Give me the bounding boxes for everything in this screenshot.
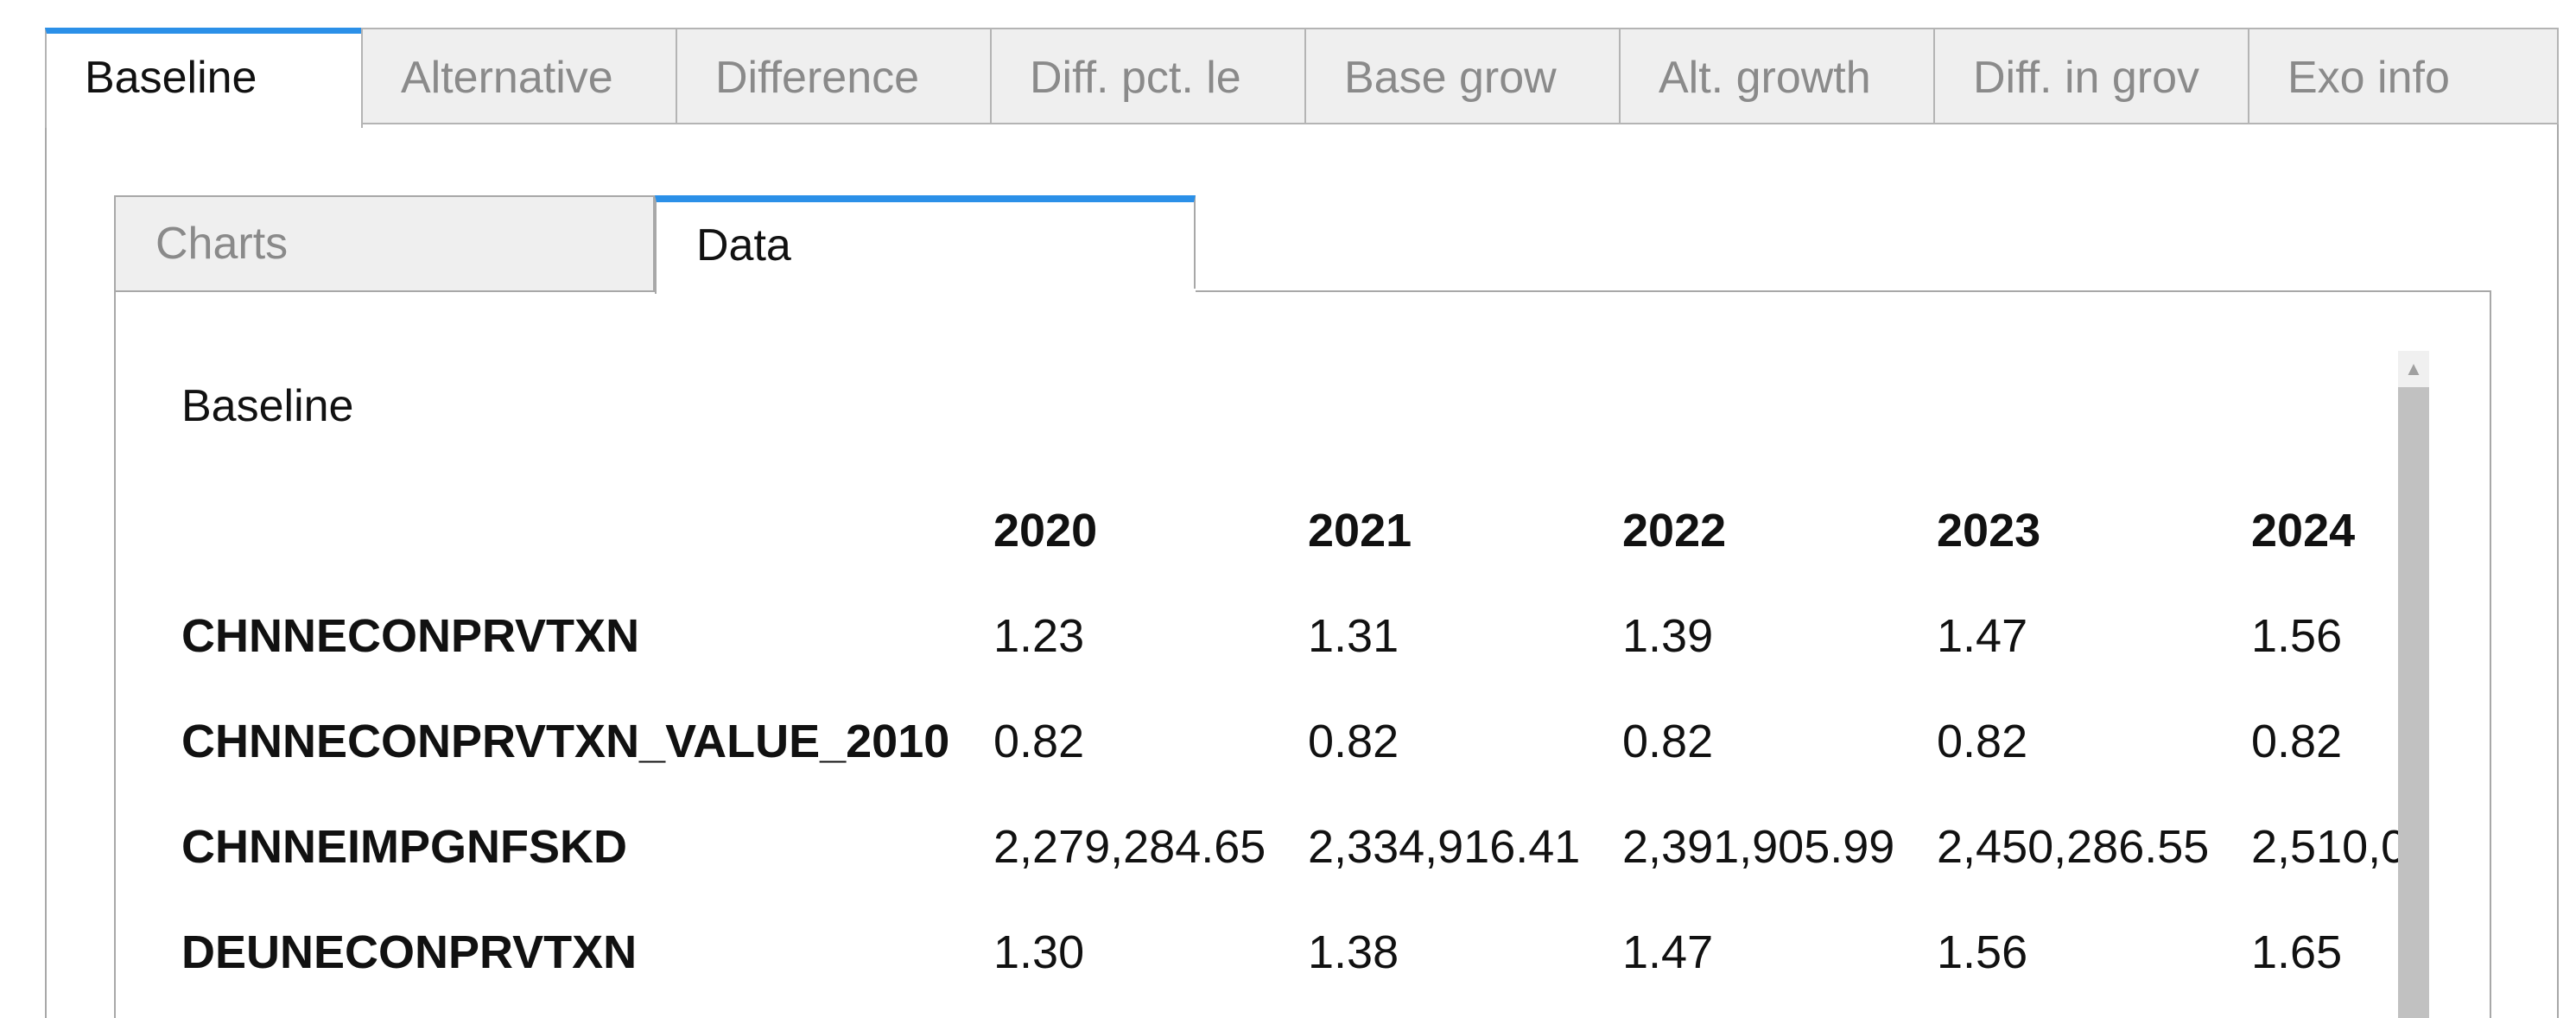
table-cell: 1.56: [1937, 926, 2028, 978]
column-header: 2023: [1937, 505, 2041, 557]
data-table-viewport: Baseline 2020 2021 2022 2023 2024 CHNNEC…: [181, 381, 2398, 978]
table-cell: 0.82: [1622, 716, 1714, 767]
tab-data[interactable]: Data: [655, 195, 1196, 294]
active-tab-joint: [657, 289, 1196, 294]
table-cell: 2,450,286.55: [1937, 821, 2210, 873]
tab-diff-in-growth[interactable]: Diff. in grov: [1933, 28, 2249, 124]
table-cell: 1.31: [1308, 610, 1399, 662]
tab-base-growth[interactable]: Base grow: [1304, 28, 1621, 124]
tab-difference[interactable]: Difference: [676, 28, 992, 124]
table-cell: 1.65: [2251, 926, 2343, 978]
table-cell: 2,510,0: [2251, 821, 2398, 873]
tab-diff-pct-level[interactable]: Diff. pct. le: [990, 28, 1306, 124]
tab-alt-growth[interactable]: Alt. growth: [1619, 28, 1935, 124]
column-header: 2021: [1308, 505, 1412, 557]
row-label: DEUNECONPRVTXN: [181, 926, 638, 978]
table-cell: 0.82: [993, 716, 1085, 767]
table-cell: 1.56: [2251, 610, 2343, 662]
inner-tab-panel: [114, 290, 2491, 1018]
scrollbar-thumb[interactable]: [2398, 387, 2429, 1018]
table-cell: 0.82: [1308, 716, 1399, 767]
triangle-up-icon[interactable]: ▲: [2398, 351, 2429, 387]
table-cell: 1.47: [1622, 926, 1714, 978]
tab-charts[interactable]: Charts: [114, 195, 655, 292]
column-header: 2022: [1622, 505, 1727, 557]
row-label: CHNNEIMPGNFSKD: [181, 821, 628, 873]
tab-baseline[interactable]: Baseline: [45, 28, 363, 128]
column-header: 2020: [993, 505, 1098, 557]
outer-tab-bar: Baseline Alternative Difference Diff. pc…: [45, 28, 2559, 128]
table-cell: 2,391,905.99: [1622, 821, 1895, 873]
table-cell: 1.38: [1308, 926, 1399, 978]
table-cell: 0.82: [1937, 716, 2028, 767]
table-cell: 1.47: [1937, 610, 2028, 662]
table-cell: 1.23: [993, 610, 1085, 662]
outer-tab-panel: [45, 123, 2559, 1018]
table-title: Baseline: [181, 381, 354, 431]
row-label: CHNNECONPRVTXN_VALUE_2010: [181, 716, 950, 767]
table-cell: 1.39: [1622, 610, 1714, 662]
table-cell: 2,334,916.41: [1308, 821, 1581, 873]
table-cell: 1.30: [993, 926, 1085, 978]
table-cell: 2,279,284.65: [993, 821, 1266, 873]
row-label: CHNNECONPRVTXN: [181, 610, 640, 662]
table-cell: 0.82: [2251, 716, 2343, 767]
column-header: 2024: [2251, 505, 2356, 557]
tab-exo-info[interactable]: Exo info: [2248, 28, 2559, 124]
